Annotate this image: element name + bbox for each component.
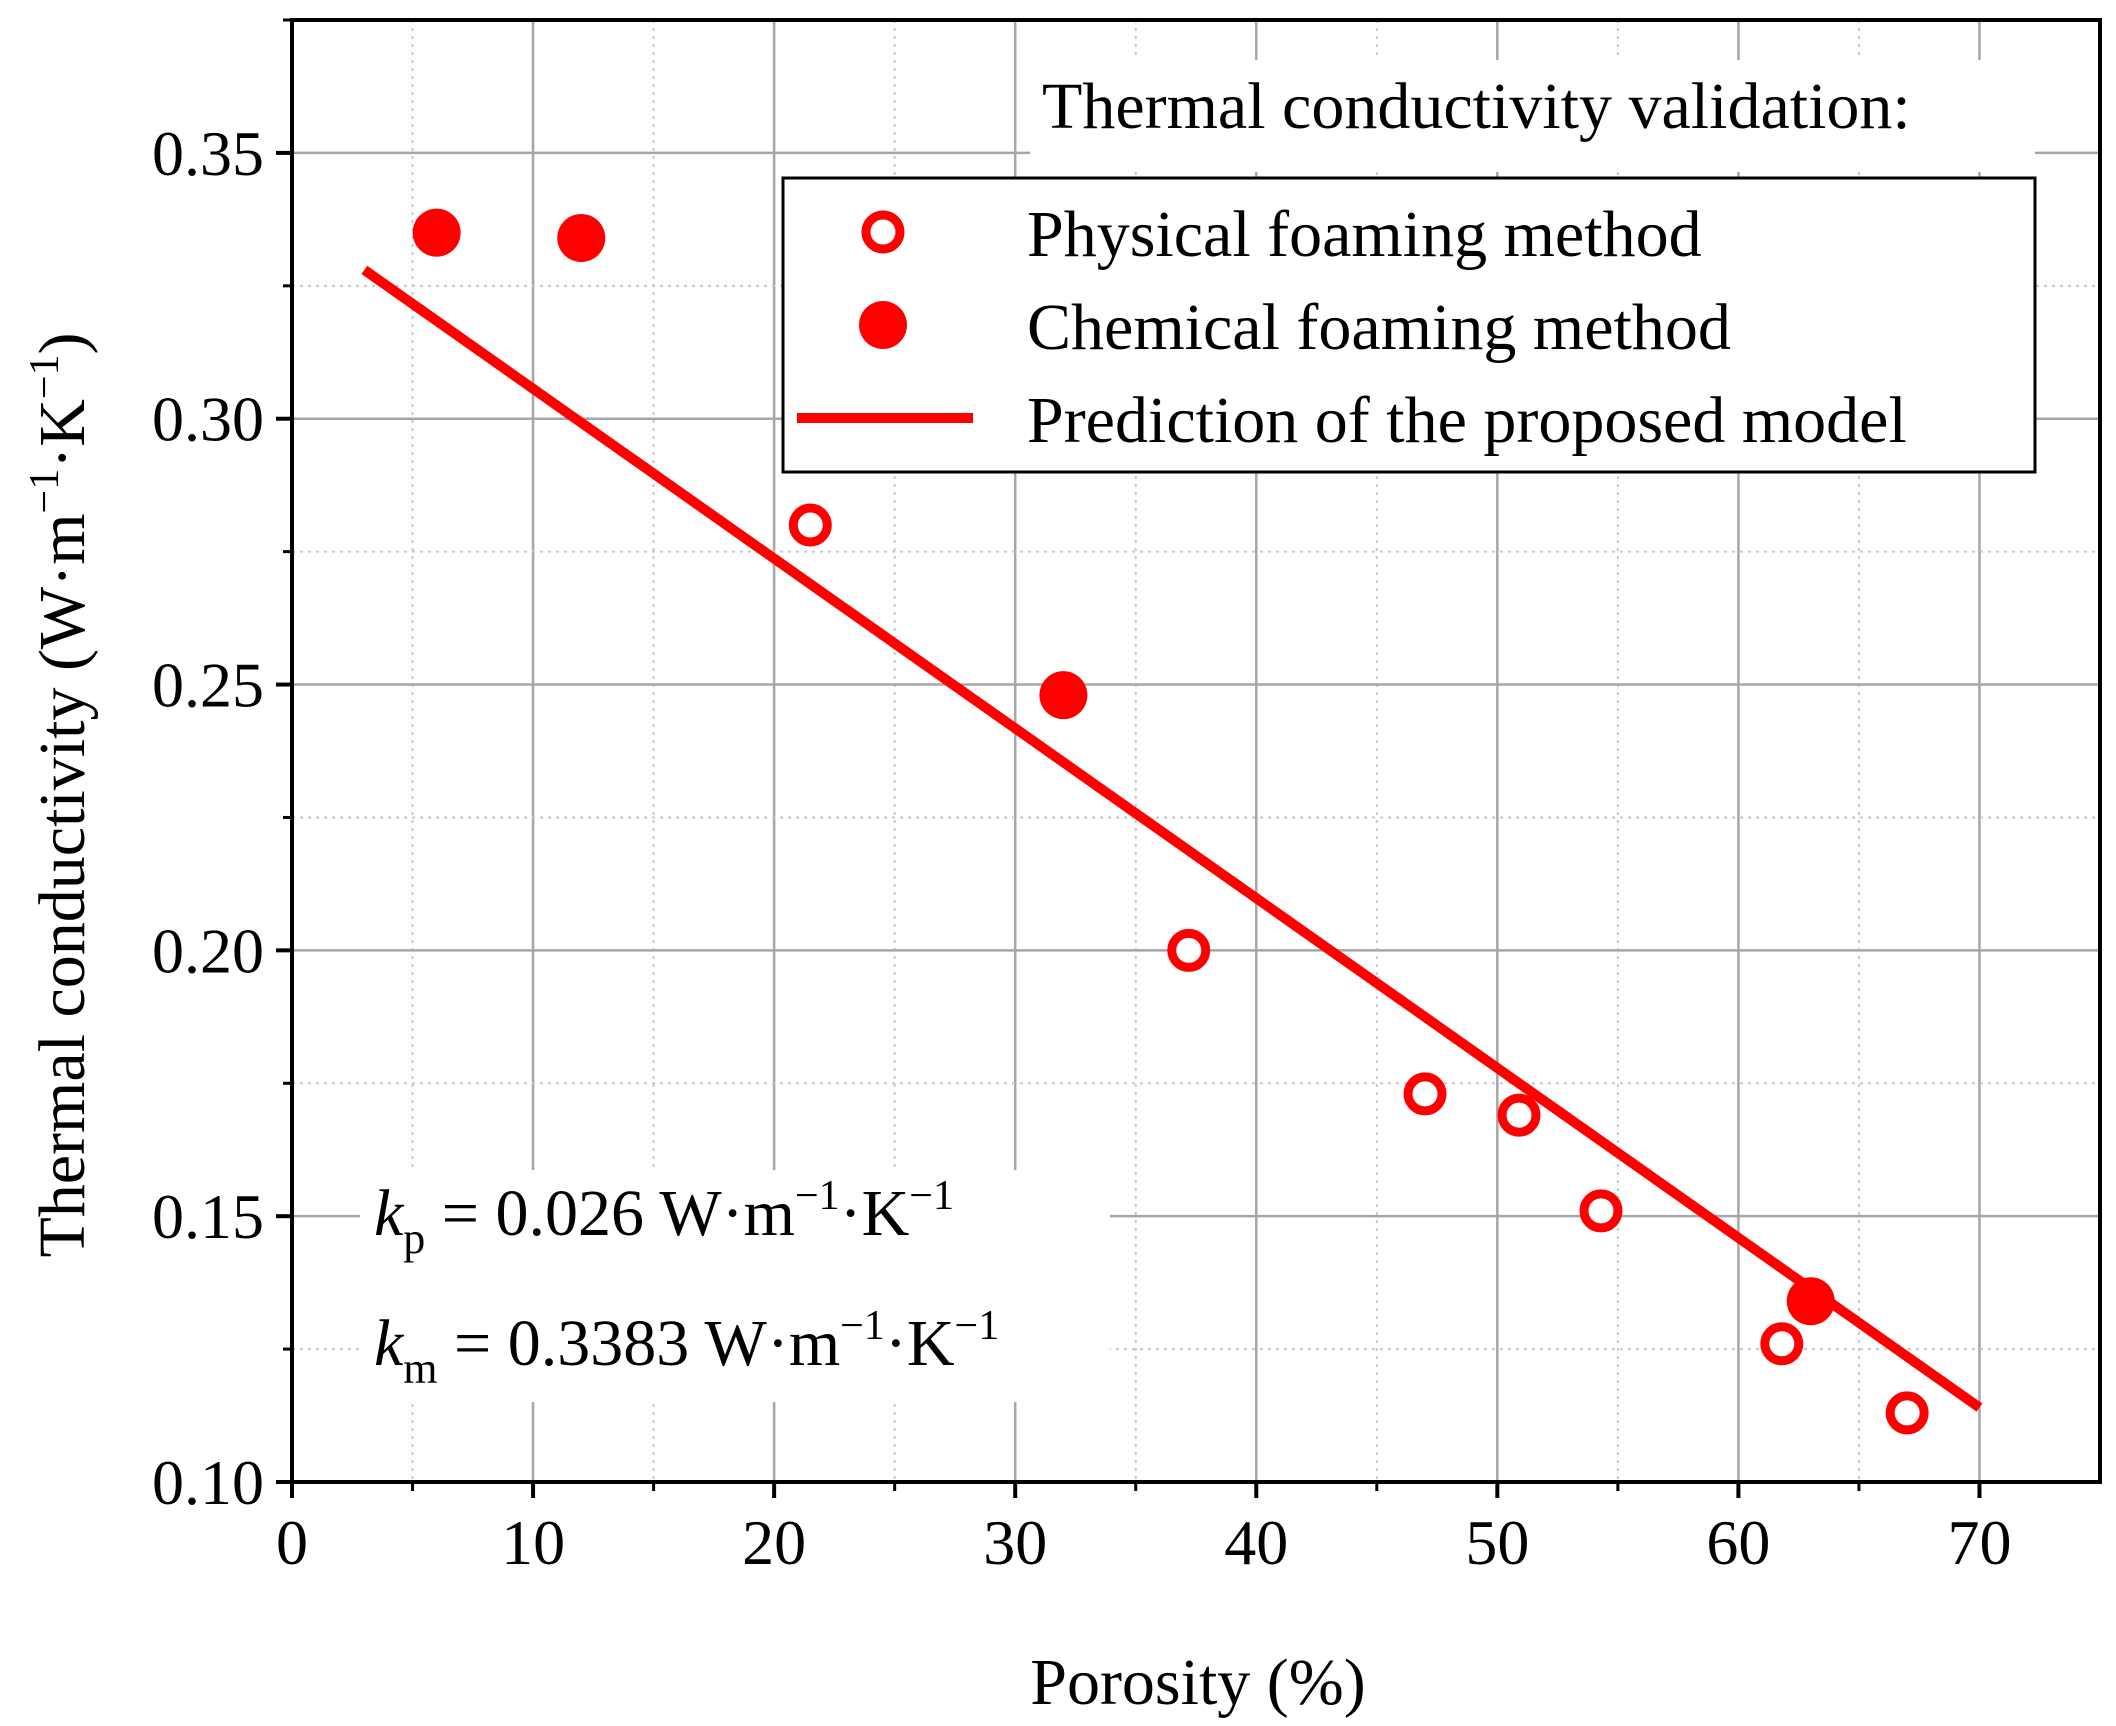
x-tick-label: 40 xyxy=(1224,1507,1288,1578)
annotation-km-sup2: −1 xyxy=(955,1303,1000,1349)
axis-layer: 0 10 20 30 40 50 60 70 0.10 0.15 0.20 0.25 0.30 0.35 xyxy=(152,18,2102,1578)
x-tick-label: 30 xyxy=(983,1507,1047,1578)
legend: Thermal conductivity validation: Physica… xyxy=(781,60,2037,474)
annotation-background xyxy=(360,1170,1110,1402)
y-tick-label: 0.10 xyxy=(152,1447,264,1518)
y-axis-title-mid: ·K xyxy=(26,399,99,469)
legend-title: Thermal conductivity validation: xyxy=(1042,70,1911,143)
physical-foaming-point xyxy=(1497,1093,1541,1137)
y-tick-label: 0.20 xyxy=(152,915,264,986)
x-axis-title: Porosity (%) xyxy=(1030,1646,1365,1719)
annotation-kp-value: = 0.026 W·m xyxy=(425,1177,795,1250)
y-axis-title-end: ) xyxy=(26,332,99,354)
annotation-kp-symbol: k xyxy=(374,1177,405,1250)
y-tick-label: 0.15 xyxy=(152,1181,264,1252)
y-tick-label: 0.35 xyxy=(152,118,264,189)
annotation-km-sub: m xyxy=(403,1344,437,1393)
annotation-kp-sub: p xyxy=(403,1214,425,1263)
x-tick-label: 60 xyxy=(1706,1507,1770,1578)
legend-open-circle-marker xyxy=(861,210,905,254)
prediction-line xyxy=(361,265,1983,1412)
prediction-line-layer xyxy=(361,265,1983,1412)
annotation-km-mid: ·K xyxy=(885,1307,955,1380)
y-axis-title-main: Thermal conductivity (W·m xyxy=(26,513,99,1257)
annotation-km: km = 0.3383 W·m−1·K−1 xyxy=(374,1303,999,1393)
physical-foaming-point xyxy=(1403,1072,1447,1116)
x-tick-label: 20 xyxy=(742,1507,806,1578)
physical-foaming-point xyxy=(1579,1189,1623,1233)
x-tick-label: 10 xyxy=(501,1507,565,1578)
chemical-foaming-point xyxy=(557,213,606,262)
x-tick-label: 0 xyxy=(276,1507,308,1578)
plot-frame xyxy=(290,18,2102,1484)
y-axis-title-sup2: −1 xyxy=(22,354,68,399)
legend-label-prediction: Prediction of the proposed model xyxy=(1027,384,1907,457)
annotation-kp: kp = 0.026 W·m−1·K−1 xyxy=(374,1173,954,1263)
y-tick-label: 0.25 xyxy=(152,650,264,721)
annotation-kp-sup1: −1 xyxy=(795,1173,840,1219)
legend-filled-circle-marker xyxy=(859,301,907,349)
annotation-km-symbol: k xyxy=(374,1307,405,1380)
chemical-foaming-point xyxy=(1786,1277,1835,1326)
annotation-kp-sup2: −1 xyxy=(909,1173,954,1219)
chemical-foaming-point xyxy=(412,208,461,257)
data-point-layer xyxy=(412,208,1929,1435)
legend-label-physical: Physical foaming method xyxy=(1027,198,1702,271)
x-tick-label: 70 xyxy=(1947,1507,2011,1578)
y-axis-title: Thermal conductivity (W·m−1·K−1) xyxy=(22,332,99,1257)
legend-label-chemical: Chemical foaming method xyxy=(1027,291,1731,364)
physical-foaming-point xyxy=(788,503,832,547)
annotation-km-sup1: −1 xyxy=(840,1303,885,1349)
y-axis-title-sup1: −1 xyxy=(22,469,68,514)
physical-foaming-point xyxy=(1760,1322,1804,1366)
legend-title-background xyxy=(1030,60,2035,172)
annotation-kp-mid: ·K xyxy=(840,1177,910,1250)
annotation-km-value: = 0.3383 W·m xyxy=(438,1307,841,1380)
chemical-foaming-point xyxy=(1039,671,1088,720)
physical-foaming-point xyxy=(1885,1391,1929,1435)
x-tick-label: 50 xyxy=(1465,1507,1529,1578)
y-tick-label: 0.30 xyxy=(152,384,264,455)
physical-foaming-point xyxy=(1167,928,1211,972)
legend-box xyxy=(781,176,2037,474)
